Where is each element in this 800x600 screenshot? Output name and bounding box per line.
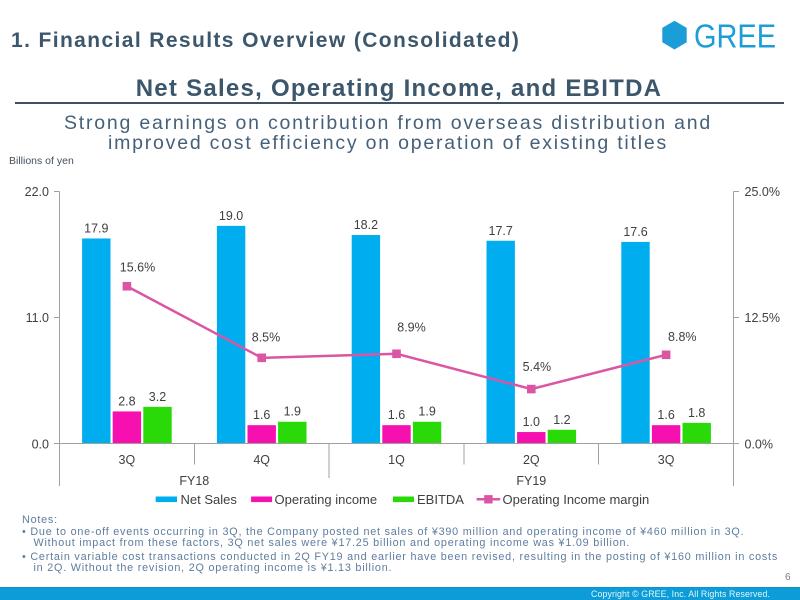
svg-text:8.9%: 8.9% — [397, 321, 426, 335]
svg-text:1.9: 1.9 — [284, 405, 301, 419]
svg-text:1.6: 1.6 — [657, 408, 674, 422]
svg-text:GREE: GREE — [694, 18, 776, 55]
svg-text:1.6: 1.6 — [388, 408, 405, 422]
svg-text:Operating Income margin: Operating Income margin — [503, 492, 650, 507]
svg-text:1.2: 1.2 — [553, 413, 570, 427]
svg-text:0.0: 0.0 — [32, 437, 49, 451]
svg-text:1.6: 1.6 — [253, 408, 270, 422]
svg-text:EBITDA: EBITDA — [417, 492, 464, 507]
svg-text:4Q: 4Q — [253, 453, 270, 467]
svg-text:8.8%: 8.8% — [668, 330, 697, 344]
svg-text:22.0: 22.0 — [25, 185, 49, 199]
svg-text:2Q: 2Q — [523, 453, 540, 467]
svg-text:11.0: 11.0 — [26, 311, 49, 325]
svg-text:1.9: 1.9 — [418, 405, 435, 419]
svg-text:19.0: 19.0 — [219, 209, 243, 223]
svg-text:Operating income: Operating income — [275, 492, 378, 507]
svg-text:3.2: 3.2 — [149, 390, 166, 404]
svg-text:3Q: 3Q — [658, 453, 675, 467]
svg-text:8.5%: 8.5% — [252, 330, 281, 344]
svg-text:1Q: 1Q — [388, 453, 405, 467]
svg-text:12.5%: 12.5% — [745, 311, 780, 325]
svg-text:FY18: FY18 — [179, 474, 209, 488]
svg-text:17.9: 17.9 — [84, 221, 108, 235]
svg-text:5.4%: 5.4% — [523, 360, 552, 374]
svg-text:2.8: 2.8 — [118, 394, 135, 408]
svg-text:0.0%: 0.0% — [745, 437, 774, 451]
svg-text:3Q: 3Q — [119, 453, 136, 467]
svg-text:1.8: 1.8 — [688, 406, 705, 420]
svg-text:FY19: FY19 — [516, 474, 546, 488]
svg-text:17.7: 17.7 — [489, 224, 513, 238]
svg-text:17.6: 17.6 — [623, 225, 647, 239]
svg-text:18.2: 18.2 — [354, 218, 378, 232]
svg-text:Net Sales: Net Sales — [181, 492, 238, 507]
svg-text:25.0%: 25.0% — [745, 185, 780, 199]
svg-text:15.6%: 15.6% — [120, 261, 155, 275]
svg-text:1.0: 1.0 — [523, 415, 540, 429]
